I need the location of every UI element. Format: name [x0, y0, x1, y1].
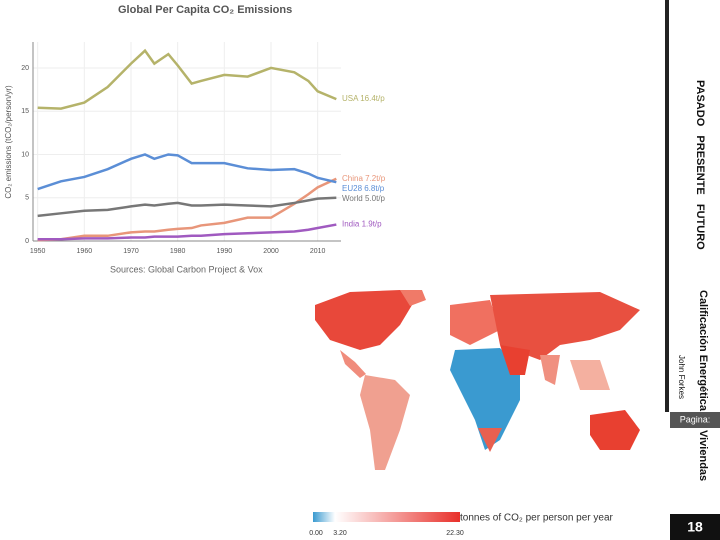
x-tick-label: 2010 [310, 248, 326, 255]
north-america [315, 290, 415, 350]
y-tick-label: 5 [25, 195, 29, 202]
color-bar-label: tonnes of CO₂ per person per year [460, 513, 614, 524]
page-number-box [670, 514, 720, 540]
y-tick-label: 0 [25, 238, 29, 245]
x-tick-label: 1980 [170, 248, 186, 255]
world-map [315, 290, 640, 470]
page-number: 18 [687, 519, 703, 535]
south-africa [478, 428, 502, 452]
series-label: India 1.9t/p [342, 220, 382, 229]
series-label: China 7.2t/p [342, 174, 386, 183]
series-label: USA 16.4t/p [342, 94, 385, 103]
x-tick-label: 1970 [123, 248, 139, 255]
x-tick-label: 1960 [77, 248, 93, 255]
india [540, 355, 560, 385]
sidebar-author: John Forkes [677, 355, 686, 399]
color-bar-tick: 0.00 [309, 530, 323, 537]
x-tick-label: 2000 [263, 248, 279, 255]
south-america [360, 375, 410, 470]
asia [490, 292, 640, 360]
southeast-asia [570, 360, 610, 390]
sidebar-rule [665, 0, 669, 412]
africa [450, 348, 520, 450]
europe [450, 300, 500, 345]
series-label: EU28 6.8t/p [342, 184, 385, 193]
series-line [37, 48, 337, 110]
page-label: Pagina: [680, 414, 711, 424]
y-axis-label: CO₂ emissions (tCO₂/person/yr) [4, 85, 13, 199]
color-bar-tick: 3.20 [333, 530, 347, 537]
color-bar [313, 512, 460, 522]
australia [590, 410, 640, 450]
middle-east [500, 345, 530, 375]
series-label: World 5.0t/p [342, 194, 386, 203]
greenland [400, 290, 426, 306]
series-line [37, 196, 337, 218]
color-bar-tick: 22.30 [446, 530, 464, 537]
x-tick-label: 1990 [217, 248, 233, 255]
sidebar-title: Calificación Energética de Viviendas [697, 290, 709, 481]
x-tick-label: 1950 [30, 248, 46, 255]
central-america [340, 350, 366, 378]
sidebar-sections: PASADO PRESENTE FUTURO [694, 80, 706, 250]
series-line [37, 223, 337, 241]
series-line [37, 153, 337, 191]
page-label-box [670, 412, 720, 428]
source: Sources: Global Carbon Project & Vox [110, 264, 263, 274]
y-tick-label: 10 [21, 151, 29, 158]
chart-title: Global Per Capita CO₂ Emissions [118, 4, 292, 16]
y-tick-label: 20 [21, 65, 29, 72]
y-tick-label: 15 [21, 108, 29, 115]
